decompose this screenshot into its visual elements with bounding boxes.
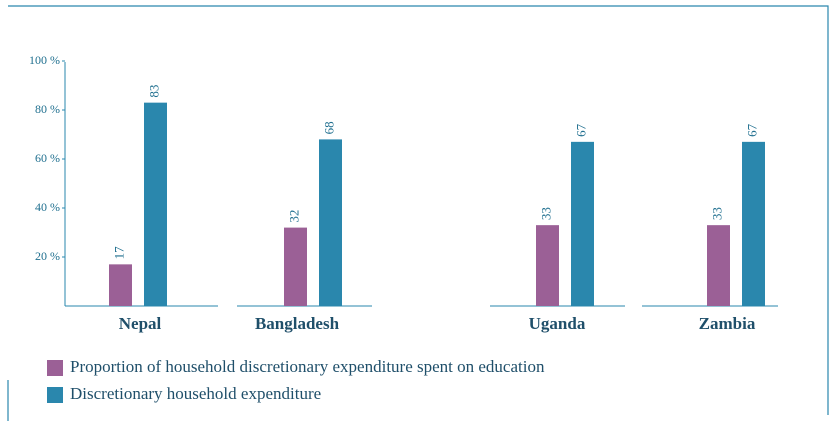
bar — [707, 225, 730, 306]
bar — [571, 141, 594, 306]
bar — [536, 225, 559, 306]
value-label: 83 — [146, 85, 161, 98]
value-label: 67 — [573, 123, 588, 137]
y-tick-label: 100 % — [29, 53, 60, 67]
value-label: 17 — [111, 246, 126, 260]
x-tick-label: Nepal — [119, 314, 162, 333]
x-tick-label: Zambia — [699, 314, 756, 333]
y-tick-label: 20 % — [35, 249, 60, 263]
bar — [742, 141, 765, 306]
frame — [8, 5, 829, 415]
legend-label: Discretionary household expenditure — [70, 384, 321, 403]
x-tick-label: Uganda — [529, 314, 586, 333]
bar — [319, 139, 342, 306]
value-label: 68 — [321, 121, 336, 134]
bar — [284, 227, 307, 306]
bar — [109, 264, 132, 306]
bar — [144, 102, 167, 307]
y-tick-label: 40 % — [35, 200, 60, 214]
value-label: 32 — [286, 210, 301, 223]
legend-label: Proportion of household discretionary ex… — [70, 357, 545, 376]
legend-swatch — [47, 387, 63, 403]
value-label: 33 — [709, 207, 724, 220]
x-tick-label: Bangladesh — [255, 314, 340, 333]
y-tick-label: 80 % — [35, 102, 60, 116]
value-label: 67 — [744, 123, 759, 137]
value-label: 33 — [538, 207, 553, 220]
y-tick-label: 60 % — [35, 151, 60, 165]
legend-swatch — [47, 360, 63, 376]
